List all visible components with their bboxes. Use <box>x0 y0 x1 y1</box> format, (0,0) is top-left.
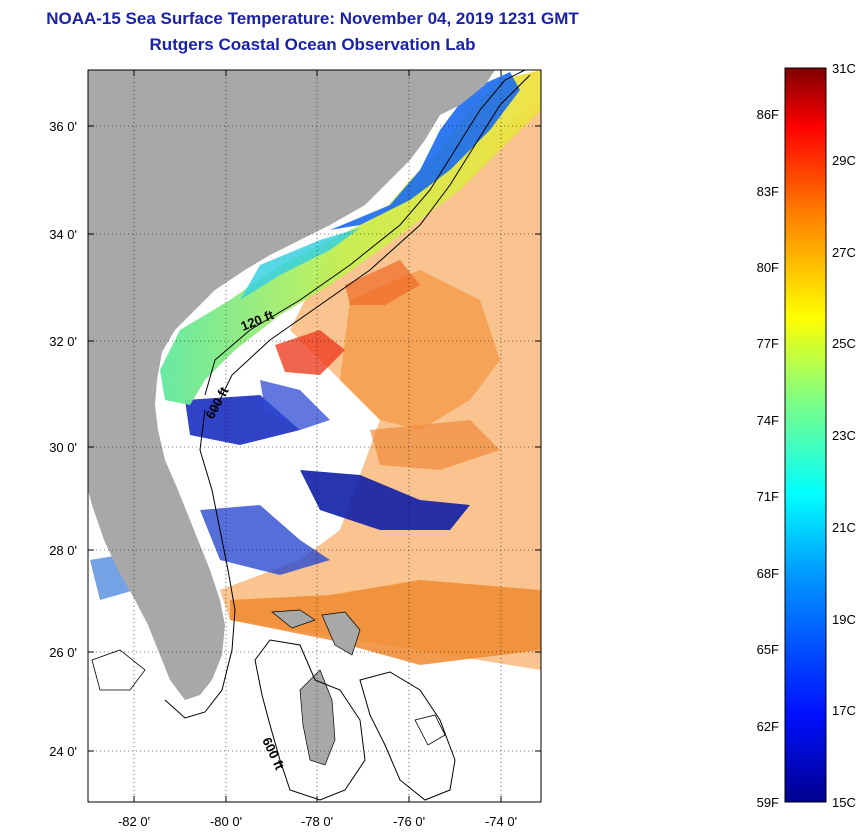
contour-keys <box>91 649 146 691</box>
cb-label-74f: 74F <box>757 413 779 428</box>
gulf-stream-core <box>230 580 541 665</box>
map-frame <box>87 69 542 803</box>
cb-label-17c: 17C <box>832 703 856 718</box>
lon-labels: -82 0' -80 0' -78 0' -76 0' -74 0' <box>118 814 517 829</box>
cb-label-71f: 71F <box>757 489 779 504</box>
cb-label-65f: 65F <box>757 642 779 657</box>
lat-label-36: 36 0' <box>49 119 77 134</box>
lat-label-32: 32 0' <box>49 334 77 349</box>
warm-patch-central <box>370 420 500 470</box>
contour-bahamas-small <box>414 714 446 746</box>
cold-patch-3 <box>200 505 330 575</box>
cb-label-15c: 15C <box>832 795 856 810</box>
cb-label-62f: 62F <box>757 719 779 734</box>
cb-label-21c: 21C <box>832 520 856 535</box>
bahamas-island-2 <box>321 611 361 656</box>
contour-600ft <box>214 74 531 411</box>
axis-ticks <box>88 70 541 802</box>
contour-florida-shelf <box>164 409 236 719</box>
nearshore-cyan-water <box>240 228 360 300</box>
cb-label-86f: 86F <box>757 107 779 122</box>
lat-label-34: 34 0' <box>49 227 77 242</box>
cb-label-23c: 23C <box>832 428 856 443</box>
contour-bahamas-east <box>359 671 456 801</box>
cb-label-31c: 31C <box>832 61 856 76</box>
temperature-colorbar <box>784 67 827 803</box>
cold-patch-5 <box>260 380 330 430</box>
lat-labels: 36 0' 34 0' 32 0' 30 0' 28 0' 26 0' 24 0… <box>49 119 77 759</box>
lon-label-80: -80 0' <box>210 814 242 829</box>
cb-label-59f: 59F <box>757 795 779 810</box>
lat-label-26: 26 0' <box>49 645 77 660</box>
cb-label-25c: 25C <box>832 336 856 351</box>
cold-patch-2 <box>300 470 470 530</box>
cb-label-27c: 27C <box>832 245 856 260</box>
cb-label-83f: 83F <box>757 184 779 199</box>
cb-label-19c: 19C <box>832 612 856 627</box>
cb-label-68f: 68F <box>757 566 779 581</box>
lat-label-28: 28 0' <box>49 543 77 558</box>
cb-label-77f: 77F <box>757 336 779 351</box>
warm-patch-north <box>345 260 420 305</box>
cb-label-29c: 29C <box>832 153 856 168</box>
land-mass <box>88 70 495 700</box>
map-title: NOAA-15 Sea Surface Temperature: Novembe… <box>46 9 579 28</box>
map-subtitle: Rutgers Coastal Ocean Observation Lab <box>149 35 476 54</box>
colorbar-fahrenheit-labels: 86F 83F 80F 77F 74F 71F 68F 65F 62F 59F <box>757 107 779 810</box>
map-area: 120 ft 600 ft 600 ft <box>88 70 541 802</box>
lon-label-76: -76 0' <box>393 814 425 829</box>
cb-label-80f: 80F <box>757 260 779 275</box>
bahamas-island-3 <box>271 609 316 629</box>
nearshore-blue-water <box>330 72 520 230</box>
contour-bahamas-bank <box>254 639 366 801</box>
lon-label-82: -82 0' <box>118 814 150 829</box>
lon-label-74: -74 0' <box>485 814 517 829</box>
lon-label-78: -78 0' <box>301 814 333 829</box>
lat-label-30: 30 0' <box>49 440 77 455</box>
colorbar-celsius-labels: 31C 29C 27C 25C 23C 21C 19C 17C 15C <box>832 61 856 810</box>
contour-120ft <box>204 70 526 396</box>
bahamas-island-1 <box>299 669 336 766</box>
gulf-stream-band <box>340 270 500 430</box>
lat-label-24: 24 0' <box>49 744 77 759</box>
